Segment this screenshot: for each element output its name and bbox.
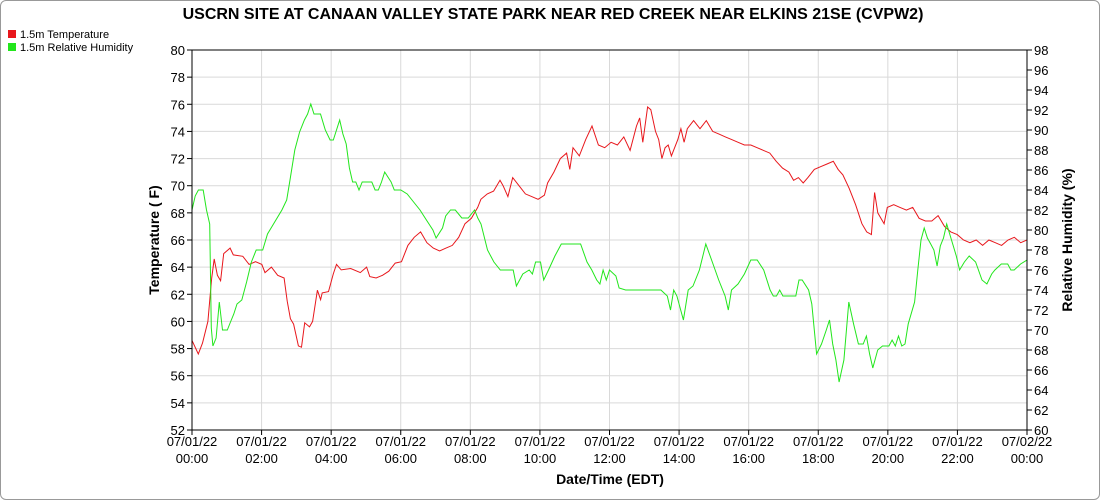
y-right-tick-label: 94 [1034,83,1048,98]
y-right-tick-label: 88 [1034,143,1048,158]
y-left-tick-label: 72 [171,152,185,167]
x-tick-date: 07/01/22 [375,434,426,449]
x-tick-date: 07/01/22 [793,434,844,449]
x-tick-time: 16:00 [732,451,765,466]
x-tick-date: 07/02/22 [1002,434,1053,449]
x-tick-time: 00:00 [176,451,209,466]
legend-swatch-humidity [8,43,16,51]
y-left-tick-label: 66 [171,233,185,248]
y-left-tick-label: 64 [171,260,185,275]
x-axis-title: Date/Time (EDT) [556,471,664,487]
x-tick-time: 18:00 [802,451,835,466]
x-tick-date: 07/01/22 [932,434,983,449]
x-tick-date: 07/01/22 [236,434,287,449]
y-left-tick-label: 68 [171,206,185,221]
y-right-axis-title: Relative Humidity (%) [1059,168,1075,311]
y-left-tick-label: 76 [171,97,185,112]
legend-label-humidity: 1.5m Relative Humidity [20,42,134,54]
y-right-tick-label: 80 [1034,223,1048,238]
x-tick-date: 07/01/22 [584,434,635,449]
y-right-tick-label: 78 [1034,243,1048,258]
y-right-tick-label: 72 [1034,303,1048,318]
y-right-tick-label: 86 [1034,163,1048,178]
y-right-tick-label: 98 [1034,43,1048,58]
x-tick-date: 07/01/22 [723,434,774,449]
y-right-tick-label: 96 [1034,63,1048,78]
x-tick-date: 07/01/22 [515,434,566,449]
y-right-tick-label: 84 [1034,183,1048,198]
y-left-tick-label: 78 [171,70,185,85]
legend: 1.5m Temperature 1.5m Relative Humidity [8,29,134,54]
y-left-tick-label: 74 [171,124,185,139]
x-tick-time: 22:00 [941,451,974,466]
y-left-tick-label: 56 [171,369,185,384]
humidity-line [192,102,1027,383]
x-tick-date: 07/01/22 [445,434,496,449]
y-right-tick-label: 76 [1034,263,1048,278]
series-layer [192,102,1027,383]
y-left-axis-title: Temperature ( F) [146,185,162,294]
x-tick-time: 02:00 [245,451,278,466]
x-tick-time: 06:00 [384,451,417,466]
y-left-tick-label: 60 [171,314,185,329]
x-tick-date: 07/01/22 [654,434,705,449]
x-tick-time: 04:00 [315,451,348,466]
x-tick-time: 20:00 [872,451,905,466]
legend-swatch-temperature [8,30,16,38]
y-left-tick-label: 62 [171,287,185,302]
temperature-line [192,106,1027,356]
y-right-tick-label: 62 [1034,403,1048,418]
x-tick-date: 07/01/22 [167,434,218,449]
chart-title: USCRN SITE AT CANAAN VALLEY STATE PARK N… [183,6,924,23]
y-left-tick-label: 80 [171,43,185,58]
y-left-tick-label: 58 [171,342,185,357]
y-right-tick-label: 92 [1034,103,1048,118]
x-tick-time: 14:00 [663,451,696,466]
x-tick-date: 07/01/22 [306,434,357,449]
y-left-tick-label: 70 [171,179,185,194]
legend-label-temperature: 1.5m Temperature [20,29,109,41]
grid-layer [191,49,1028,431]
x-tick-time: 08:00 [454,451,487,466]
y-left-tick-label: 54 [171,396,185,411]
x-tick-time: 10:00 [524,451,557,466]
y-right-tick-label: 82 [1034,203,1048,218]
y-left-tick-label: 52 [171,423,185,438]
x-tick-time: 12:00 [593,451,626,466]
x-tick-time: 00:00 [1011,451,1044,466]
y-right-tick-label: 74 [1034,283,1048,298]
y-right-tick-label: 66 [1034,363,1048,378]
y-right-tick-label: 64 [1034,383,1048,398]
x-tick-date: 07/01/22 [863,434,914,449]
y-right-tick-label: 90 [1034,123,1048,138]
tick-layer: 07/01/22 00:00 07/01/22 02:00 07/01/22 04:00 0… [167,43,1053,466]
y-right-tick-label: 60 [1034,423,1048,438]
y-right-tick-label: 70 [1034,323,1048,338]
y-right-tick-label: 68 [1034,343,1048,358]
